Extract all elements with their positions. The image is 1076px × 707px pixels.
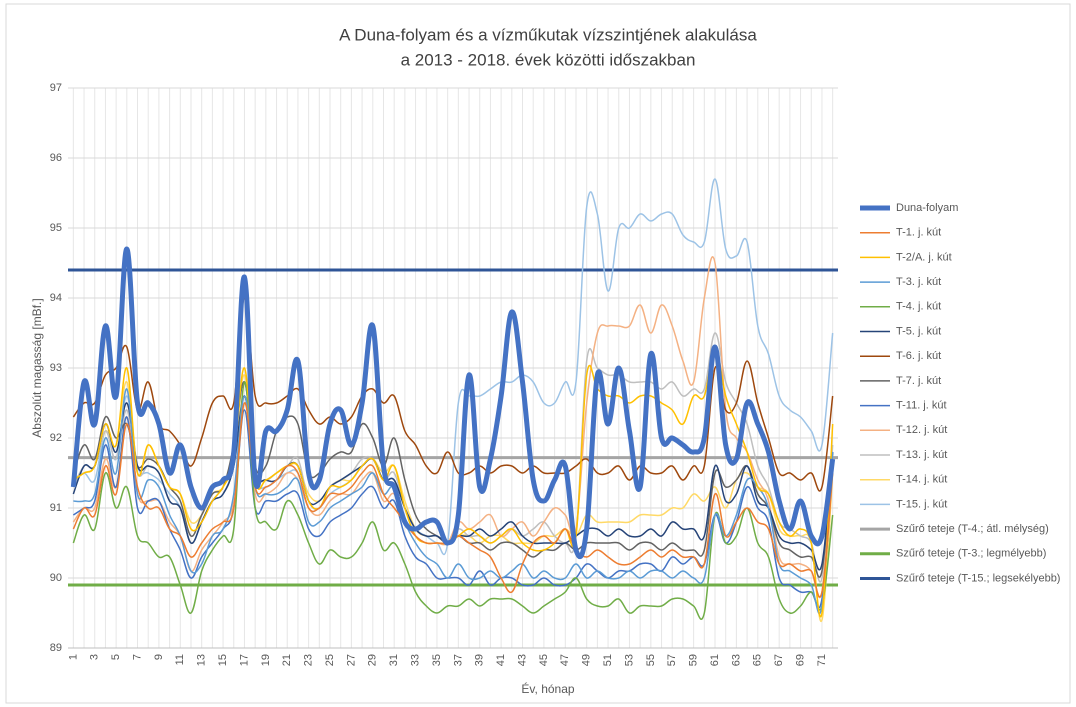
x-tick-label: 63 bbox=[730, 654, 742, 666]
x-tick-label: 13 bbox=[196, 654, 208, 666]
chart-title: A Duna-folyam és a vízműkutak vízszintjé… bbox=[339, 25, 757, 44]
legend-label: Szűrő teteje (T-4.; átl. mélység) bbox=[896, 523, 1049, 535]
legend-label: T-15. j. kút bbox=[896, 498, 947, 510]
x-tick-label: 41 bbox=[495, 654, 507, 666]
x-tick-label: 69 bbox=[794, 654, 806, 666]
y-tick-label: 94 bbox=[50, 292, 62, 304]
x-tick-label: 61 bbox=[709, 654, 721, 666]
x-tick-label: 3 bbox=[89, 654, 101, 660]
x-tick-label: 27 bbox=[345, 654, 357, 666]
x-tick-label: 31 bbox=[388, 654, 400, 666]
x-tick-label: 23 bbox=[303, 654, 315, 666]
x-tick-label: 67 bbox=[773, 654, 785, 666]
series-line bbox=[70, 246, 836, 560]
y-tick-label: 97 bbox=[50, 82, 62, 94]
series-line bbox=[72, 381, 834, 620]
legend-label: T-7. j. kút bbox=[896, 375, 941, 387]
x-tick-label: 65 bbox=[752, 654, 764, 666]
y-tick-label: 92 bbox=[50, 432, 62, 444]
x-axis-title: Év, hónap bbox=[521, 681, 574, 696]
y-tick-label: 93 bbox=[50, 362, 62, 374]
x-tick-label: 59 bbox=[688, 654, 700, 666]
y-tick-label: 89 bbox=[50, 642, 62, 654]
y-tick-label: 95 bbox=[50, 222, 62, 234]
x-tick-label: 51 bbox=[602, 654, 614, 666]
x-tick-label: 1 bbox=[67, 654, 79, 660]
legend: Duna-folyam T-1. j. kút T-2/A. j. kút T-3. … bbox=[860, 202, 1060, 584]
series-line bbox=[73, 388, 834, 615]
legend-label: T-12. j. kút bbox=[896, 424, 947, 436]
y-tick-label: 91 bbox=[50, 502, 62, 514]
x-tick-label: 17 bbox=[238, 654, 250, 666]
legend-label: T-13. j. kút bbox=[896, 449, 947, 461]
series-line bbox=[72, 297, 834, 492]
legend-label: T-11. j. kút bbox=[896, 400, 947, 412]
legend-label: T-4. j. kút bbox=[896, 301, 941, 313]
legend-label: T-1. j. kút bbox=[896, 227, 941, 239]
x-tick-label: 47 bbox=[559, 654, 571, 666]
x-tick-label: 53 bbox=[623, 654, 635, 666]
legend-label: T-6. j. kút bbox=[896, 350, 941, 362]
x-tick-label: 43 bbox=[516, 654, 528, 666]
x-tick-label: 9 bbox=[153, 654, 165, 660]
chart-title: a 2013 - 2018. évek közötti időszakban bbox=[401, 50, 696, 69]
plot bbox=[68, 178, 838, 623]
x-tick-label: 33 bbox=[409, 654, 421, 666]
x-tick-label: 35 bbox=[431, 654, 443, 666]
x-tick-label: 5 bbox=[110, 654, 122, 660]
series-line bbox=[72, 409, 834, 609]
x-tick-label: 71 bbox=[816, 654, 828, 666]
legend-label: Duna-folyam bbox=[896, 202, 958, 214]
x-tick-label: 57 bbox=[666, 654, 678, 666]
legend-label: Szűrő teteje (T-3.; legmélyebb) bbox=[896, 548, 1046, 560]
y-tick-label: 96 bbox=[50, 152, 62, 164]
x-tick-label: 55 bbox=[645, 654, 657, 666]
x-tick-label: 45 bbox=[538, 654, 550, 666]
series-line bbox=[72, 256, 834, 599]
y-tick-label: 90 bbox=[50, 572, 62, 584]
legend-label: T-2/A. j. kút bbox=[896, 251, 952, 263]
x-tick-label: 7 bbox=[131, 654, 143, 660]
legend-label: T-14. j. kút bbox=[896, 474, 947, 486]
x-tick-label: 29 bbox=[367, 654, 379, 666]
x-tick-label: 37 bbox=[452, 654, 464, 666]
x-tick-label: 39 bbox=[474, 654, 486, 666]
legend-label: Szűrő teteje (T-15.; legsekélyebb) bbox=[896, 572, 1060, 584]
y-axis-title: Abszolút magasság [mBf.] bbox=[30, 298, 44, 437]
legend-label: T-5. j. kút bbox=[896, 325, 941, 337]
x-tick-label: 21 bbox=[281, 654, 293, 666]
x-tick-label: 49 bbox=[581, 654, 593, 666]
x-tick-label: 15 bbox=[217, 654, 229, 666]
x-tick-label: 25 bbox=[324, 654, 336, 666]
chart-frame bbox=[5, 3, 1071, 704]
x-tick-label: 11 bbox=[174, 654, 186, 665]
legend-label: T-3. j. kút bbox=[896, 276, 941, 288]
x-tick-label: 19 bbox=[260, 654, 272, 666]
series-line bbox=[72, 402, 834, 598]
